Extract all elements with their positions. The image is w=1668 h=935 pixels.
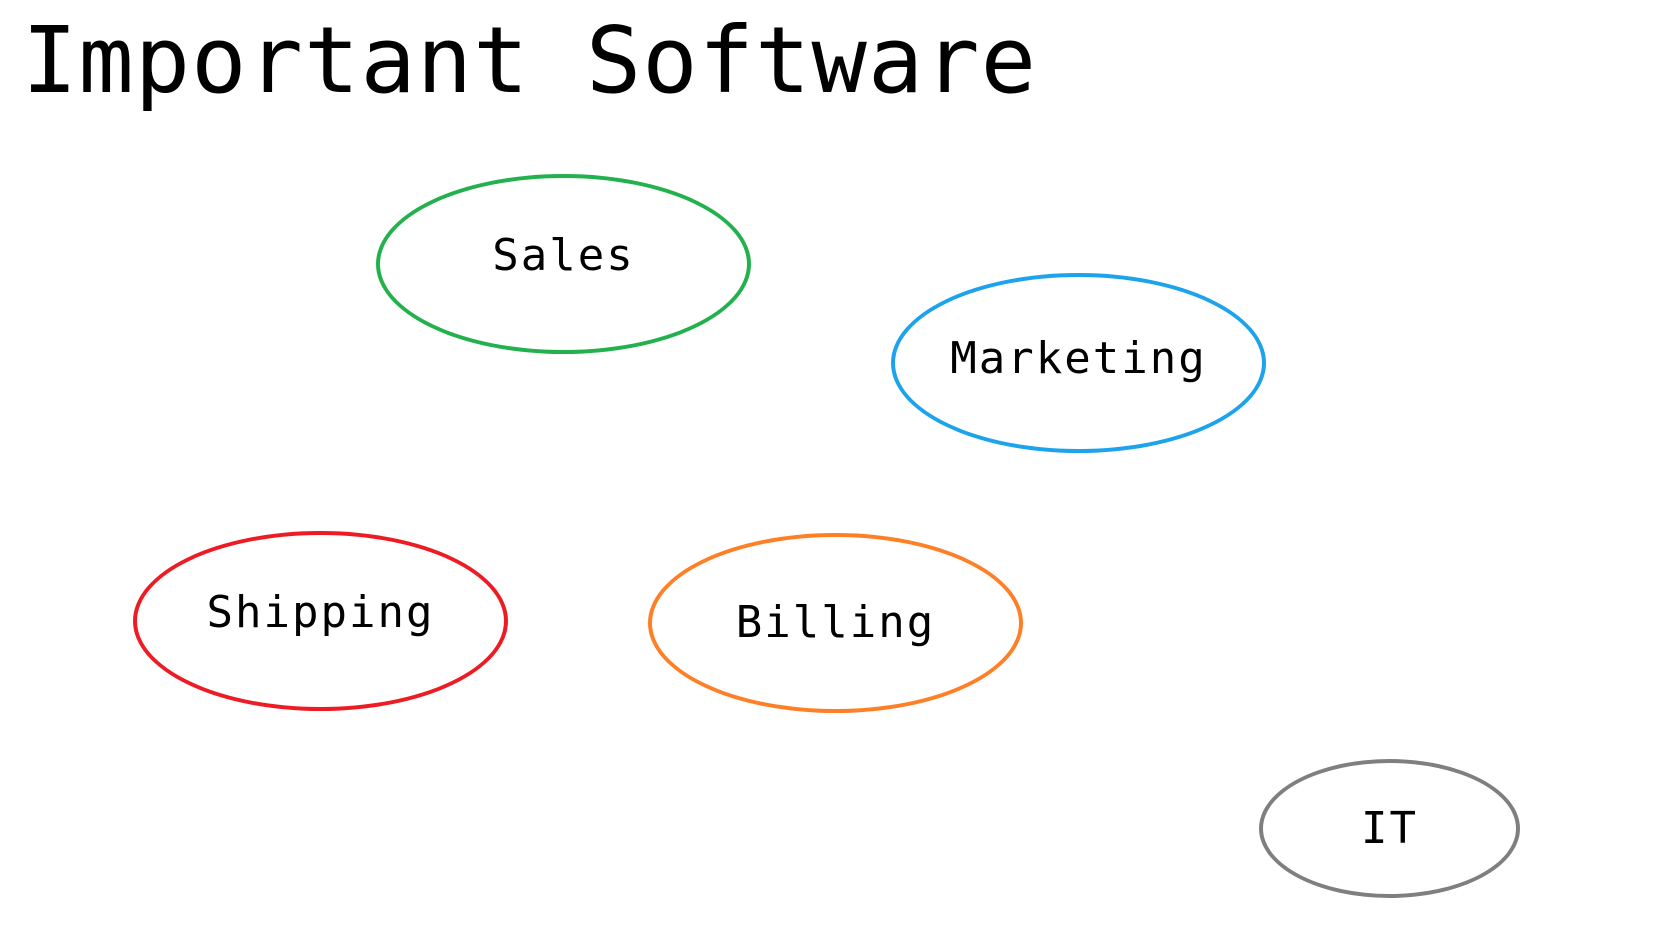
sales-ellipse: Sales <box>376 174 751 354</box>
billing-ellipse: Billing <box>648 533 1023 713</box>
shipping-label: Shipping <box>206 587 435 638</box>
marketing-label: Marketing <box>950 333 1207 384</box>
page-title: Important Software <box>22 7 1037 114</box>
marketing-ellipse: Marketing <box>891 273 1266 453</box>
billing-label: Billing <box>735 597 936 648</box>
it-ellipse: IT <box>1259 759 1520 898</box>
sales-label: Sales <box>492 230 635 281</box>
it-label: IT <box>1361 802 1418 854</box>
shipping-ellipse: Shipping <box>133 531 508 711</box>
